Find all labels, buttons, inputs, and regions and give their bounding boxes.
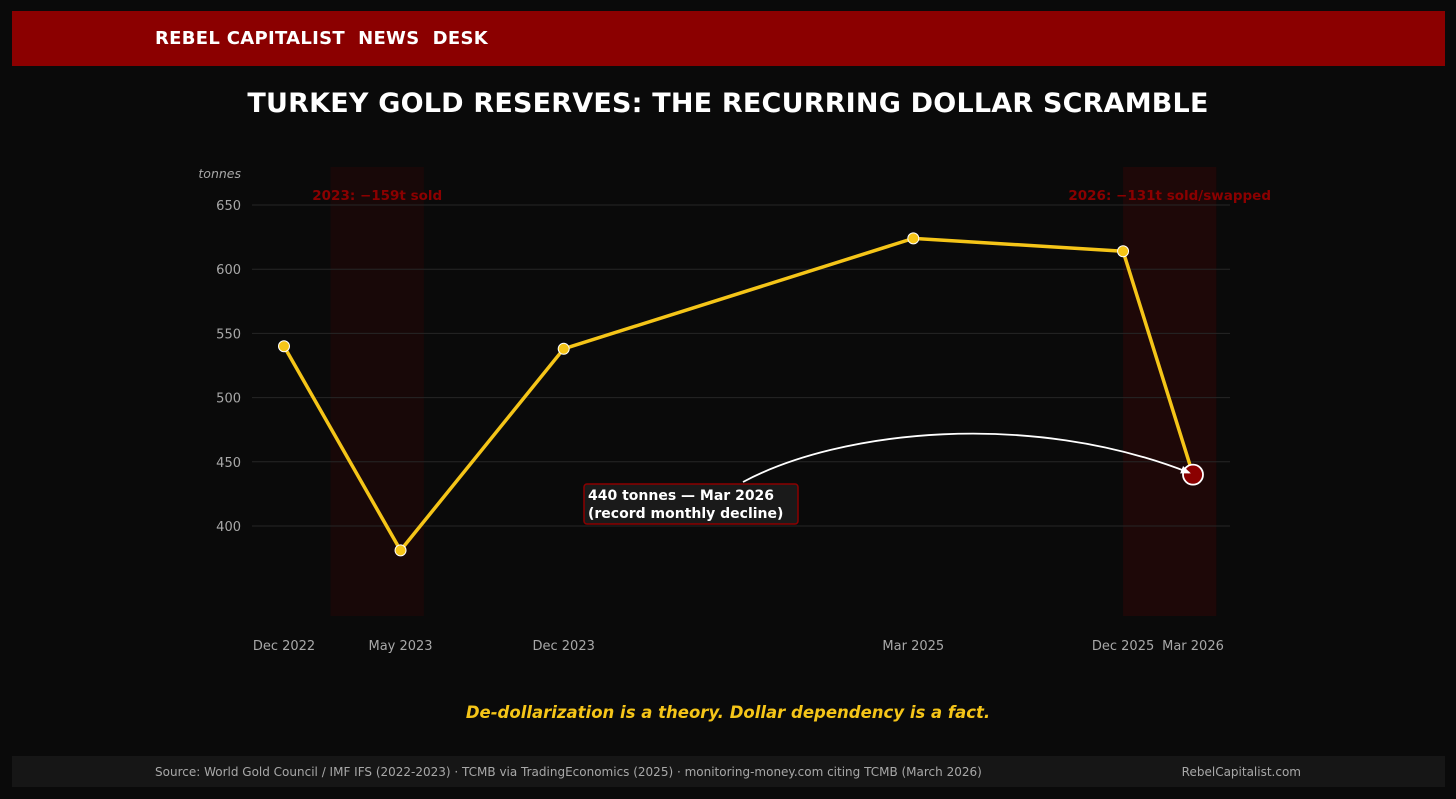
series-line	[282, 236, 1195, 553]
x-tick-label: Dec 2022	[253, 639, 315, 654]
data-point	[907, 232, 920, 245]
annotation-line-1: 440 tonnes — Mar 2026	[588, 488, 774, 504]
y-tick-label: 650	[216, 199, 241, 214]
data-point	[557, 342, 570, 355]
x-tick-label: Mar 2026	[1162, 639, 1224, 654]
x-tick-label: May 2023	[368, 639, 432, 654]
header-bar: REBEL CAPITALIST NEWS DESK	[12, 11, 1445, 66]
header-title: REBEL CAPITALIST NEWS DESK	[155, 28, 488, 49]
footer-source: Source: World Gold Council / IMF IFS (20…	[155, 765, 982, 779]
y-axis-label: tonnes	[198, 166, 241, 181]
y-tick-label: 400	[216, 520, 241, 535]
highlight-point	[1182, 463, 1204, 486]
x-tick-label: Dec 2025	[1092, 639, 1154, 654]
x-tick-label: Dec 2023	[533, 639, 595, 654]
shaded-band	[330, 167, 424, 616]
gold-reserves-series	[278, 232, 1204, 557]
annotation-box	[583, 483, 799, 525]
band-label: 2023: −159t sold	[312, 188, 442, 204]
y-tick-label: 500	[216, 392, 241, 407]
footer-brand-link[interactable]: RebelCapitalist.com	[1181, 765, 1301, 779]
gridlines	[252, 204, 1230, 527]
y-tick-label: 550	[216, 327, 241, 342]
shaded-periods: 2023: −159t sold 2026: −131t sold/swapped	[312, 167, 1271, 616]
data-point	[278, 340, 290, 353]
x-axis: Dec 2022 May 2023 Dec 2023 Mar 2025 Dec 2025…	[253, 639, 1224, 654]
annotation-arrow	[742, 432, 1191, 483]
annotation-line-2: (record monthly decline)	[588, 506, 783, 522]
data-point	[394, 544, 407, 557]
x-tick-label: Mar 2025	[882, 639, 944, 654]
data-point	[1117, 245, 1130, 258]
y-tick-label: 450	[216, 456, 241, 471]
y-axis: 400 450 500 550 600 650 tonnes	[198, 166, 241, 535]
band-label: 2026: −131t sold/swapped	[1068, 188, 1271, 204]
annotation-group: 440 tonnes — Mar 2026 (record monthly dec…	[583, 432, 1191, 525]
y-tick-label: 600	[216, 263, 241, 278]
tagline: De-dollarization is a theory. Dollar dep…	[465, 703, 991, 722]
footer-bar: Source: World Gold Council / IMF IFS (20…	[12, 756, 1445, 787]
shaded-band	[1123, 167, 1217, 616]
chart-title: TURKEY GOLD RESERVES: THE RECURRING DOLL…	[247, 88, 1209, 119]
